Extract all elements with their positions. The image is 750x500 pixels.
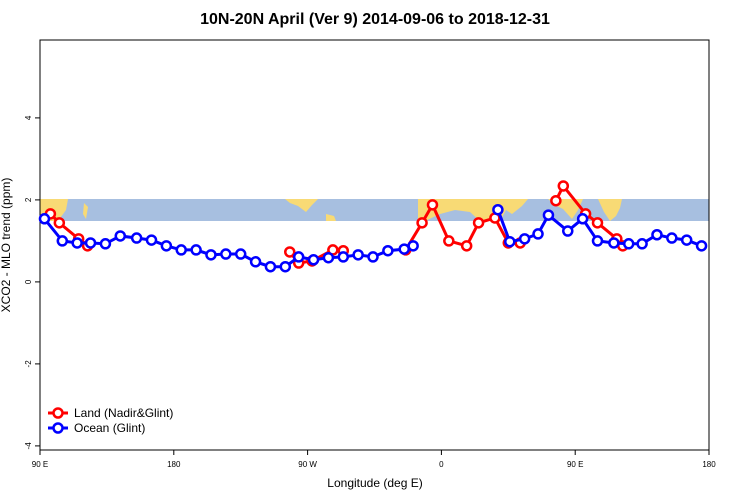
plot-frame <box>39 39 710 451</box>
data-point <box>234 248 247 260</box>
data-point <box>680 234 693 246</box>
legend-label: Land (Nadir&Glint) <box>74 406 173 420</box>
data-point <box>264 260 277 273</box>
x-tick-label: 180 <box>702 460 716 469</box>
x-tick-label: 0 <box>439 460 444 469</box>
y-tick-label: 4 <box>24 115 33 120</box>
data-point <box>492 203 504 216</box>
data-point <box>249 256 262 268</box>
legend-item: Land (Nadir&Glint) <box>48 406 173 420</box>
data-point <box>175 244 187 256</box>
data-point <box>562 225 574 237</box>
data-point <box>651 229 663 241</box>
y-tick-label: 0 <box>24 279 33 284</box>
legend-marker <box>52 407 64 419</box>
data-point <box>38 213 51 225</box>
y-tick-label: -4 <box>24 442 33 450</box>
data-point <box>622 238 635 250</box>
data-point <box>322 251 335 264</box>
data-point <box>382 244 394 257</box>
data-point <box>99 238 112 250</box>
data-point <box>352 249 364 261</box>
y-axis-label: XCO2 - MLO trend (ppm) <box>0 178 13 313</box>
data-point <box>307 254 320 266</box>
map-band <box>40 199 709 221</box>
data-point <box>220 248 232 260</box>
data-point <box>576 213 589 225</box>
legend-label: Ocean (Glint) <box>74 421 145 435</box>
data-point <box>426 199 439 211</box>
data-point <box>460 240 473 252</box>
y-tick-label: -2 <box>24 360 33 368</box>
data-point <box>608 237 620 249</box>
data-point <box>591 235 604 247</box>
data-point <box>284 246 296 258</box>
data-point <box>84 237 97 249</box>
data-point <box>160 240 173 252</box>
data-point <box>53 217 66 229</box>
x-tick-label: 90 E <box>32 460 48 469</box>
data-point <box>205 249 217 261</box>
x-tick-label: 90 W <box>298 460 317 469</box>
data-point <box>56 235 69 247</box>
data-point <box>518 233 531 245</box>
data-point <box>367 251 379 263</box>
data-point <box>416 217 428 229</box>
x-tick-label: 180 <box>167 460 181 469</box>
data-point <box>443 235 455 247</box>
data-point <box>550 194 562 207</box>
chart-title: 10N-20N April (Ver 9) 2014-09-06 to 2018… <box>200 11 550 28</box>
data-point <box>636 238 648 250</box>
data-point <box>591 217 604 229</box>
data-point <box>557 180 570 192</box>
data-point <box>337 251 350 263</box>
data-point <box>145 234 158 246</box>
data-point <box>190 244 202 256</box>
data-point <box>398 243 410 255</box>
data-point <box>532 228 544 240</box>
y-tick-label: 2 <box>24 197 33 202</box>
data-point <box>292 251 305 263</box>
data-point <box>71 237 83 249</box>
legend-marker <box>52 422 64 434</box>
data-point <box>472 217 485 229</box>
data-point <box>130 232 143 244</box>
data-point <box>695 240 708 252</box>
data-point <box>666 232 678 244</box>
data-point <box>504 235 516 248</box>
data-point <box>279 260 292 273</box>
data-point <box>542 209 555 221</box>
x-tick-label: 90 E <box>567 460 583 469</box>
data-point <box>407 240 419 252</box>
legend-item: Ocean (Glint) <box>48 421 145 435</box>
x-axis-label: Longitude (deg E) <box>327 476 422 490</box>
data-point <box>114 230 127 242</box>
